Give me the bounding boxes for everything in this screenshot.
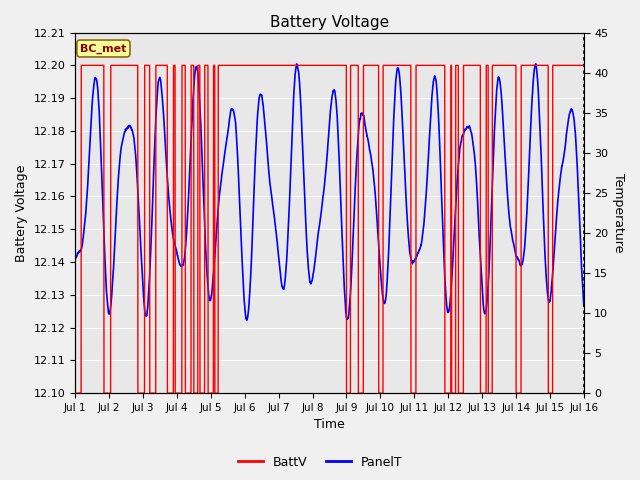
Y-axis label: Battery Voltage: Battery Voltage xyxy=(15,164,28,262)
Title: Battery Voltage: Battery Voltage xyxy=(270,15,389,30)
Y-axis label: Temperature: Temperature xyxy=(612,173,625,252)
Legend: BattV, PanelT: BattV, PanelT xyxy=(232,451,408,474)
X-axis label: Time: Time xyxy=(314,419,345,432)
Text: BC_met: BC_met xyxy=(80,43,127,54)
